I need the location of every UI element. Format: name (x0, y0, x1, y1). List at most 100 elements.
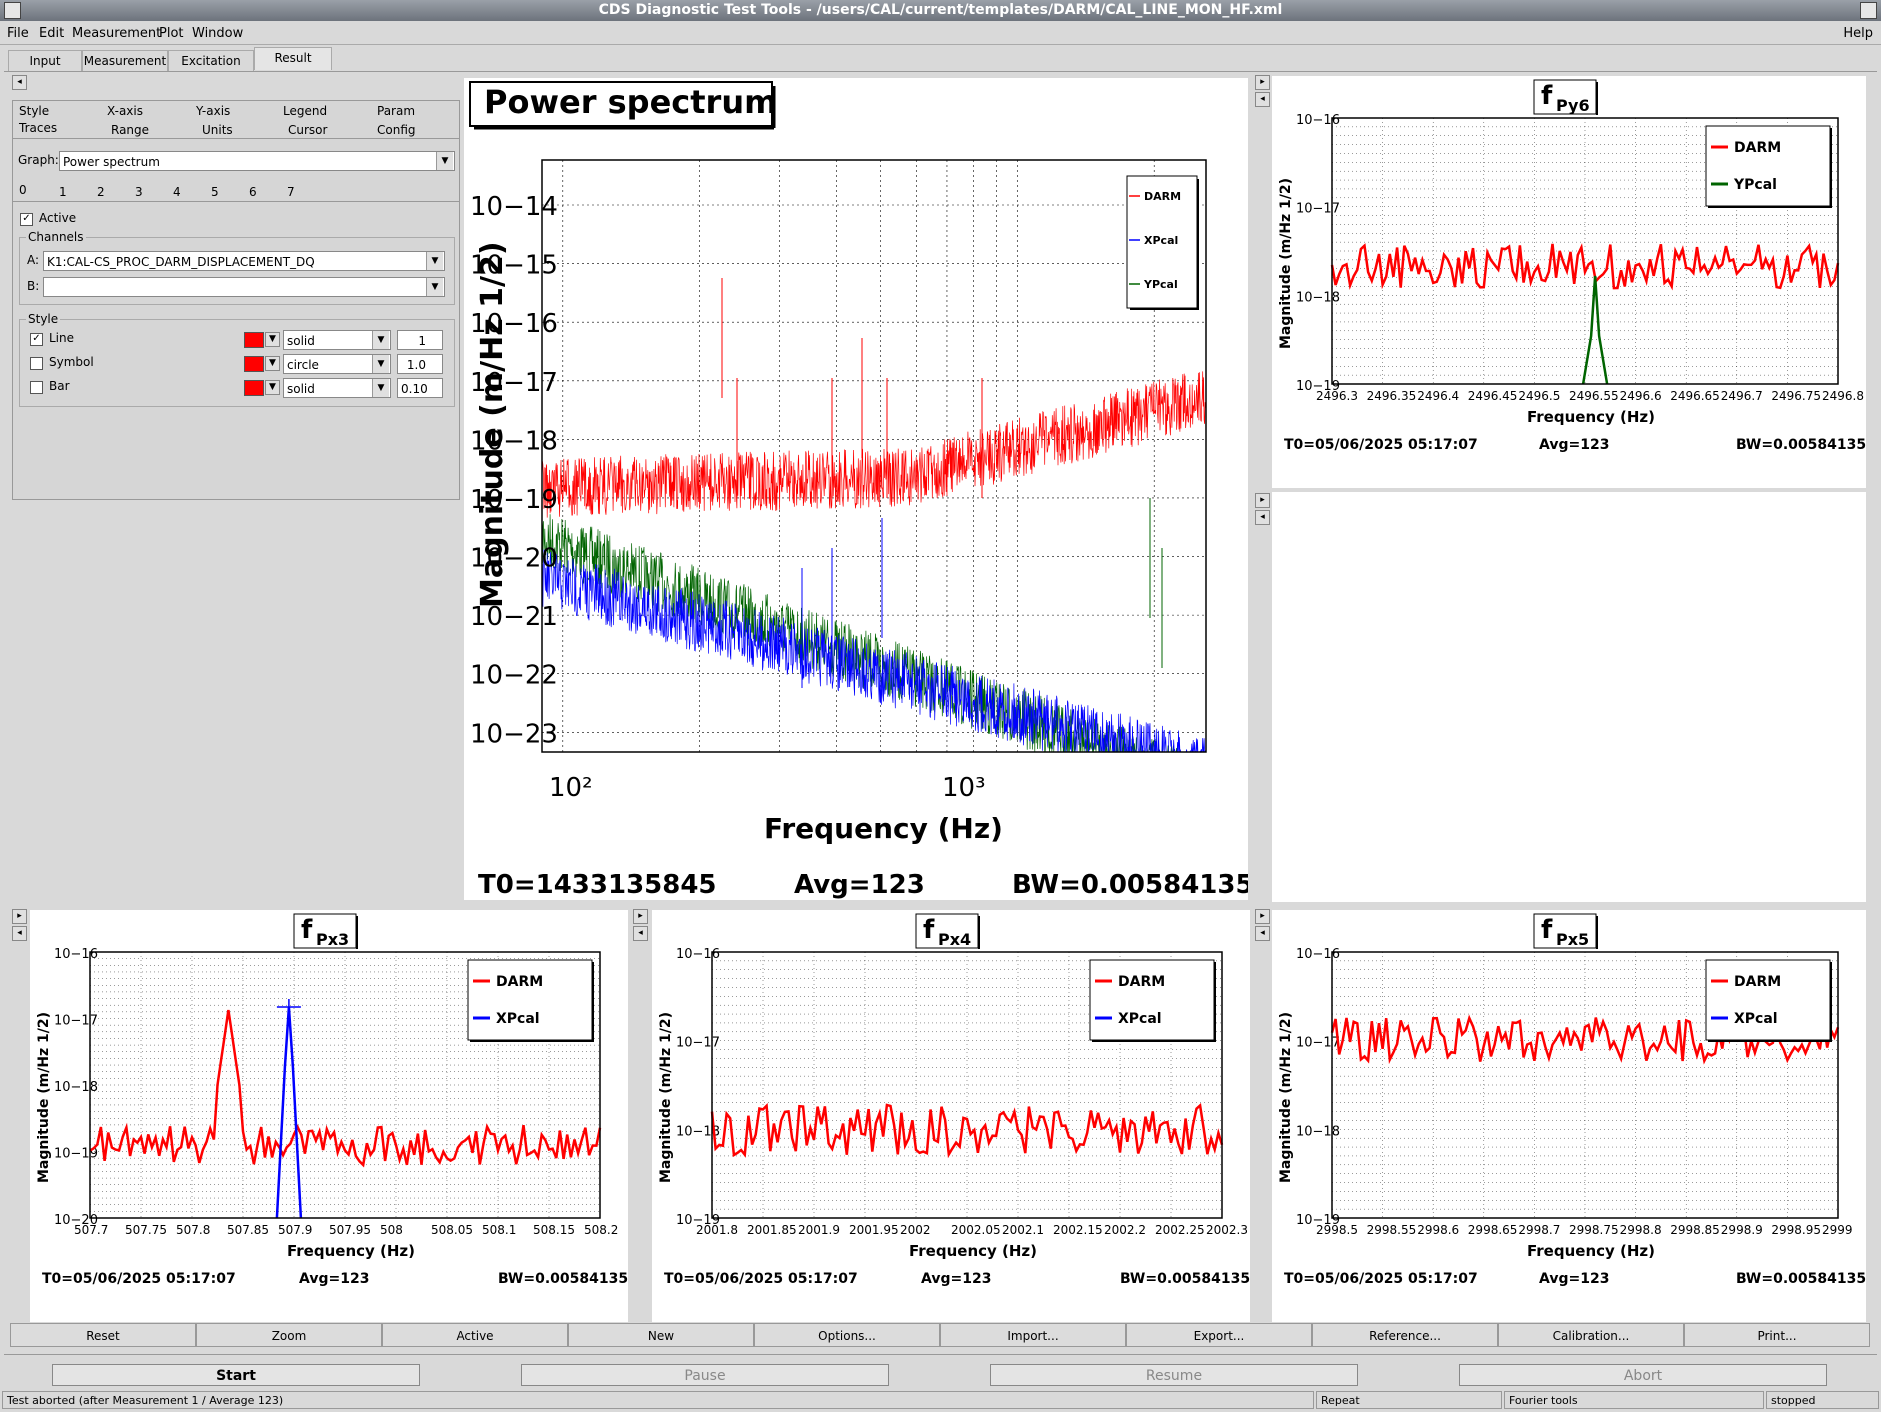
trace-tab-7[interactable]: 7 (287, 185, 295, 199)
main-plot-svg[interactable]: Power spectrum 10−14 10−15 10−16 10−17 10−18… (464, 78, 1254, 900)
chevron-down-icon[interactable]: ▼ (372, 379, 389, 397)
line-width-value: 1 (418, 334, 426, 348)
tab-y-axis[interactable]: Y-axis (196, 104, 231, 118)
menu-window[interactable]: Window (192, 26, 244, 41)
trace-tab-1[interactable]: 1 (59, 185, 67, 199)
trace-tab-2[interactable]: 2 (97, 185, 105, 199)
active-checkbox[interactable]: ✓ (20, 213, 33, 226)
zoom-button[interactable]: Zoom (196, 1323, 382, 1347)
menu-file[interactable]: File (7, 26, 29, 41)
symbol-size-spinner[interactable]: 1.0 (397, 354, 443, 374)
plot-px4-svg[interactable]: f Px4 2001.8 2001.85 2001.9 2001.95 2002 2002.0… (652, 910, 1250, 1322)
collapse-icon[interactable]: ◂ (12, 926, 27, 941)
expand-icon[interactable]: ▸ (1255, 909, 1270, 924)
print-button[interactable]: Print... (1684, 1323, 1870, 1347)
export-button[interactable]: Export... (1126, 1323, 1312, 1347)
menu-measurement[interactable]: Measurement (72, 26, 162, 41)
tab-result[interactable]: Result (254, 47, 332, 70)
tab-legend[interactable]: Legend (283, 104, 328, 118)
plot-pad-px5[interactable]: f Px5 2998.5 2998.55 2998.6 2998.65 2998.7 2998… (1272, 910, 1866, 1322)
channel-b-select[interactable]: ▼ (43, 277, 445, 297)
chevron-down-icon[interactable]: ▼ (426, 252, 443, 270)
symbol-color-swatch[interactable] (244, 356, 264, 372)
new-button[interactable]: New (568, 1323, 754, 1347)
chevron-down-icon[interactable]: ▼ (265, 356, 280, 371)
options-button[interactable]: Options... (754, 1323, 940, 1347)
collapse-left-icon[interactable]: ◂ (12, 75, 27, 90)
menu-plot[interactable]: Plot (159, 26, 184, 41)
import-button[interactable]: Import... (940, 1323, 1126, 1347)
trace-tab-3[interactable]: 3 (135, 185, 143, 199)
tab-range[interactable]: Range (111, 123, 150, 137)
menu-edit[interactable]: Edit (39, 26, 65, 41)
bar-style-select[interactable]: solid ▼ (283, 378, 391, 398)
symbol-checkbox[interactable] (30, 357, 43, 370)
tab-x-axis[interactable]: X-axis (107, 104, 143, 118)
chevron-down-icon[interactable]: ▼ (426, 278, 443, 296)
ytick-label: 10−16 (1296, 947, 1340, 962)
graph-select[interactable]: Power spectrum ▼ (59, 151, 455, 171)
tab-excitation[interactable]: Excitation (168, 50, 254, 71)
bar-color-swatch[interactable] (244, 380, 264, 396)
collapse-icon[interactable]: ◂ (1255, 92, 1270, 107)
bar-checkbox[interactable] (30, 381, 43, 394)
trace-tab-0[interactable]: 0 (19, 183, 27, 197)
start-button[interactable]: Start (52, 1364, 420, 1386)
bar-width-spinner[interactable]: 0.10 (397, 378, 443, 398)
plot-title-box (1533, 913, 1597, 949)
expand-icon[interactable]: ▸ (12, 909, 27, 924)
main-plot-pad[interactable]: Power spectrum 10−14 10−15 10−16 10−17 10−18… (464, 78, 1254, 900)
window-close-icon[interactable] (1860, 2, 1877, 19)
resume-button[interactable]: Resume (990, 1364, 1358, 1386)
window-menu-icon[interactable] (4, 2, 21, 19)
plot-px5-svg[interactable]: f Px5 2998.5 2998.55 2998.6 2998.65 2998.7 2998… (1272, 910, 1866, 1322)
channel-a-select[interactable]: K1:CAL-CS_PROC_DARM_DISPLACEMENT_DQ ▼ (43, 251, 445, 271)
empty-plot-pad[interactable] (1272, 492, 1866, 902)
active-button[interactable]: Active (382, 1323, 568, 1347)
status-message: Test aborted (after Measurement 1 / Aver… (2, 1391, 1314, 1409)
reference-button[interactable]: Reference... (1312, 1323, 1498, 1347)
symbol-style-select[interactable]: circle ▼ (283, 354, 391, 374)
tab-input[interactable]: Input (8, 50, 82, 71)
plot-title-sub: Px5 (1556, 930, 1589, 949)
plot-px3-svg[interactable]: f Px3 507.7 507.75 507.8 507.85 507.9 507.95 508… (30, 910, 628, 1322)
plot-pad-py6[interactable]: f Py6 2496.3 2496.35 2496.4 2496.45 2496.5 2496… (1272, 76, 1866, 488)
tab-config[interactable]: Config (377, 123, 416, 137)
calibration-button[interactable]: Calibration... (1498, 1323, 1684, 1347)
tab-cursor[interactable]: Cursor (288, 123, 328, 137)
trace-tab-5[interactable]: 5 (211, 185, 219, 199)
xtick-label: 2002 (900, 1223, 931, 1237)
trace-tab-6[interactable]: 6 (249, 185, 257, 199)
chevron-down-icon[interactable]: ▼ (372, 331, 389, 349)
plot-pad-px4[interactable]: f Px4 2001.8 2001.85 2001.9 2001.95 2002 2002.0… (652, 910, 1250, 1322)
tab-units[interactable]: Units (202, 123, 233, 137)
chevron-down-icon[interactable]: ▼ (265, 332, 280, 347)
chevron-down-icon[interactable]: ▼ (372, 355, 389, 373)
plot-py6-svg[interactable]: f Py6 2496.3 2496.35 2496.4 2496.45 2496.5 2496… (1272, 76, 1866, 488)
tab-param[interactable]: Param (377, 104, 416, 118)
chevron-down-icon[interactable]: ▼ (436, 152, 453, 170)
collapse-icon[interactable]: ◂ (1255, 926, 1270, 941)
plot-pad-px3[interactable]: f Px3 507.7 507.75 507.8 507.85 507.9 507.95 508… (30, 910, 628, 1322)
collapse-icon[interactable]: ◂ (1255, 510, 1270, 525)
abort-button[interactable]: Abort (1459, 1364, 1827, 1386)
line-checkbox[interactable]: ✓ (30, 333, 43, 346)
expand-icon[interactable]: ▸ (1255, 75, 1270, 90)
line-width-spinner[interactable]: 1 (397, 330, 443, 350)
plot-legend: DARM XPcal (467, 959, 594, 1042)
menu-help[interactable]: Help (1843, 26, 1873, 41)
tab-style[interactable]: Style (19, 104, 50, 118)
main-ytick-label: 10−18 (470, 426, 558, 456)
line-style-select[interactable]: solid ▼ (283, 330, 391, 350)
expand-icon[interactable]: ▸ (1255, 493, 1270, 508)
reset-button[interactable]: Reset (10, 1323, 196, 1347)
pause-button[interactable]: Pause (521, 1364, 889, 1386)
chevron-down-icon[interactable]: ▼ (265, 380, 280, 395)
tab-traces[interactable]: Traces (19, 121, 58, 135)
expand-icon[interactable]: ▸ (633, 909, 648, 924)
darm-trace (1330, 1014, 1840, 1065)
line-color-swatch[interactable] (244, 332, 264, 348)
trace-tab-4[interactable]: 4 (173, 185, 181, 199)
collapse-icon[interactable]: ◂ (633, 926, 648, 941)
tab-measurement[interactable]: Measurement (82, 50, 168, 71)
